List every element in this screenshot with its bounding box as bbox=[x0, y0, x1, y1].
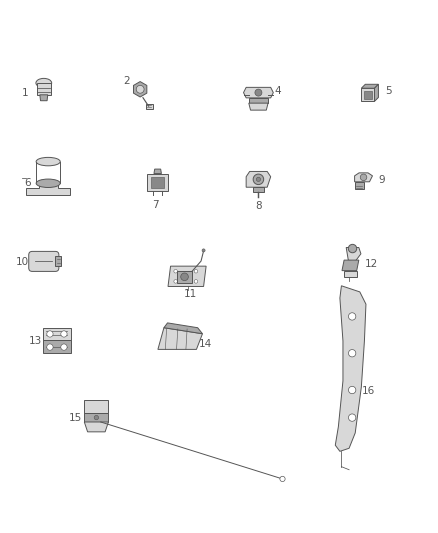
Circle shape bbox=[202, 249, 205, 252]
Circle shape bbox=[194, 280, 198, 283]
Polygon shape bbox=[40, 95, 48, 101]
Polygon shape bbox=[84, 400, 109, 413]
Polygon shape bbox=[168, 266, 206, 286]
Polygon shape bbox=[154, 169, 161, 174]
Polygon shape bbox=[346, 247, 361, 262]
Circle shape bbox=[348, 244, 357, 253]
Text: 14: 14 bbox=[198, 340, 212, 350]
Text: 12: 12 bbox=[365, 260, 378, 269]
Text: 5: 5 bbox=[385, 86, 392, 96]
Text: 15: 15 bbox=[69, 413, 82, 423]
Polygon shape bbox=[361, 84, 378, 88]
Polygon shape bbox=[361, 88, 374, 101]
Circle shape bbox=[61, 331, 67, 337]
Circle shape bbox=[94, 415, 99, 420]
Circle shape bbox=[47, 331, 53, 337]
Text: 4: 4 bbox=[275, 86, 282, 96]
Polygon shape bbox=[84, 413, 109, 422]
Circle shape bbox=[181, 273, 188, 281]
Polygon shape bbox=[355, 173, 372, 182]
Circle shape bbox=[47, 344, 53, 350]
Text: 6: 6 bbox=[24, 178, 31, 188]
Text: 11: 11 bbox=[184, 289, 197, 299]
Polygon shape bbox=[177, 271, 192, 282]
Polygon shape bbox=[246, 172, 271, 187]
Ellipse shape bbox=[36, 157, 60, 166]
Polygon shape bbox=[134, 82, 147, 97]
Circle shape bbox=[174, 280, 177, 283]
Polygon shape bbox=[164, 323, 202, 334]
Polygon shape bbox=[355, 182, 364, 189]
Circle shape bbox=[280, 477, 285, 481]
Text: 7: 7 bbox=[152, 200, 159, 210]
Circle shape bbox=[256, 177, 261, 181]
Text: 8: 8 bbox=[255, 201, 262, 212]
Ellipse shape bbox=[36, 179, 60, 188]
Polygon shape bbox=[146, 104, 153, 109]
Circle shape bbox=[255, 89, 262, 96]
Polygon shape bbox=[244, 87, 273, 98]
Circle shape bbox=[349, 313, 356, 320]
Polygon shape bbox=[364, 91, 372, 99]
Text: 13: 13 bbox=[29, 336, 42, 346]
Text: 9: 9 bbox=[378, 175, 385, 185]
Text: 10: 10 bbox=[16, 257, 29, 267]
Circle shape bbox=[253, 174, 264, 184]
Circle shape bbox=[349, 414, 356, 421]
Circle shape bbox=[349, 350, 356, 357]
Ellipse shape bbox=[36, 78, 52, 87]
Polygon shape bbox=[342, 260, 359, 271]
Polygon shape bbox=[26, 183, 70, 195]
Polygon shape bbox=[43, 328, 71, 340]
Circle shape bbox=[61, 344, 67, 350]
Polygon shape bbox=[249, 103, 268, 110]
FancyBboxPatch shape bbox=[29, 252, 59, 271]
Polygon shape bbox=[55, 256, 61, 266]
Circle shape bbox=[136, 85, 144, 93]
Text: 1: 1 bbox=[22, 88, 29, 99]
Text: 2: 2 bbox=[124, 76, 131, 86]
Polygon shape bbox=[147, 174, 168, 191]
Polygon shape bbox=[151, 177, 164, 188]
Polygon shape bbox=[249, 98, 268, 103]
Polygon shape bbox=[374, 84, 378, 101]
Text: 16: 16 bbox=[362, 386, 375, 397]
Polygon shape bbox=[344, 271, 357, 277]
Circle shape bbox=[349, 386, 356, 394]
Circle shape bbox=[360, 174, 367, 181]
Circle shape bbox=[174, 270, 177, 273]
Polygon shape bbox=[43, 340, 71, 353]
Polygon shape bbox=[84, 422, 109, 432]
FancyBboxPatch shape bbox=[36, 83, 51, 95]
Polygon shape bbox=[158, 328, 202, 350]
Polygon shape bbox=[253, 187, 264, 192]
Polygon shape bbox=[336, 286, 366, 451]
Circle shape bbox=[194, 270, 198, 273]
